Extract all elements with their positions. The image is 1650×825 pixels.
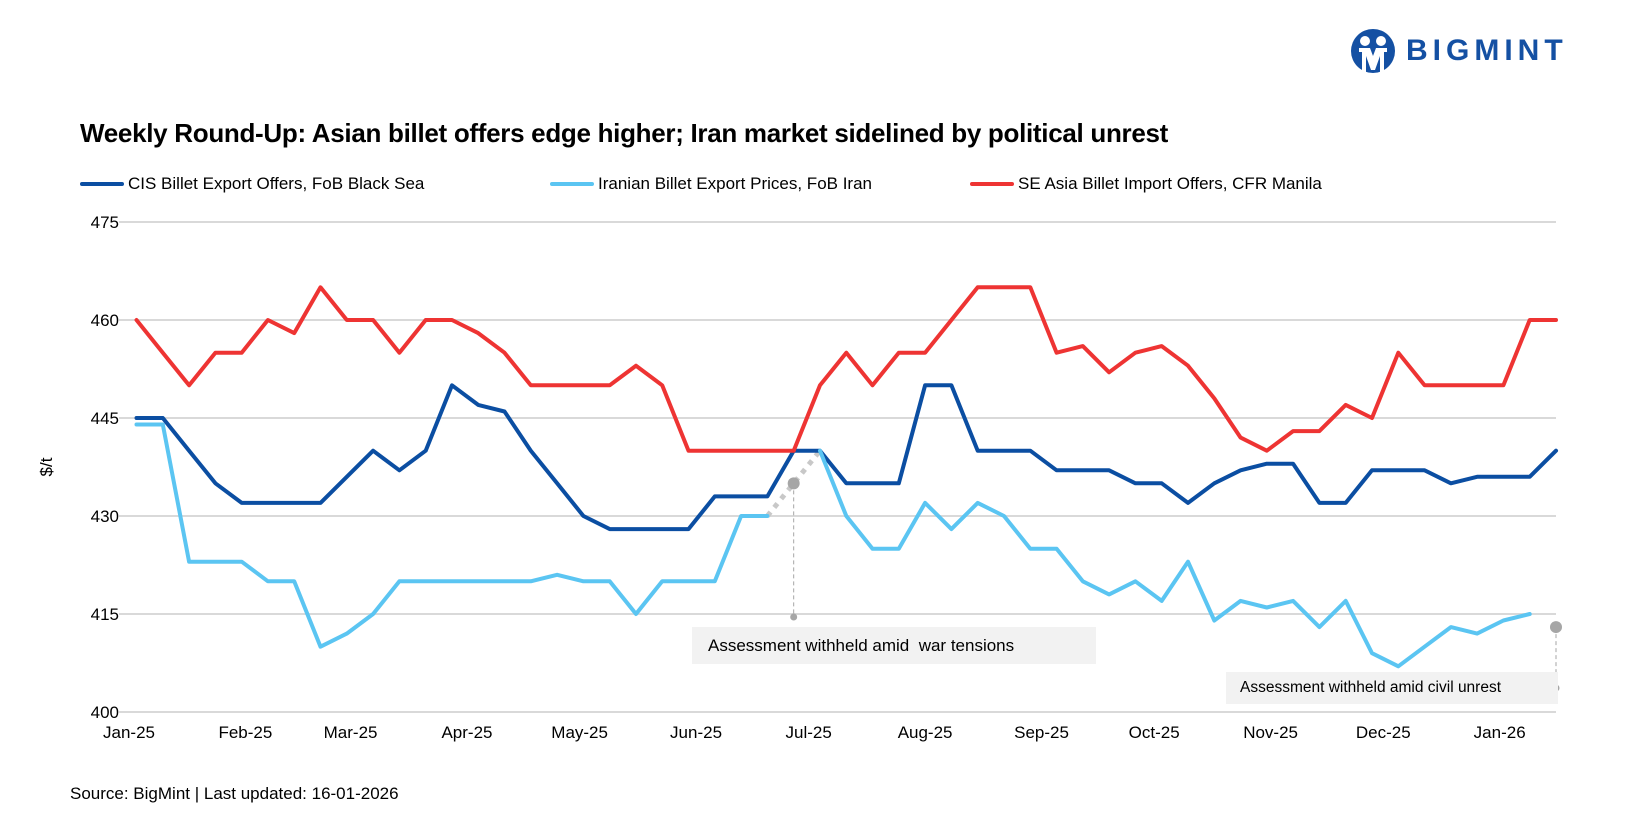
y-tick-label: 445 — [91, 409, 119, 428]
x-tick-label: Dec-25 — [1356, 723, 1411, 742]
x-tick-label: Feb-25 — [218, 723, 272, 742]
x-tick-label: Nov-25 — [1243, 723, 1298, 742]
x-tick-label: Jul-25 — [786, 723, 832, 742]
x-tick-label: Mar-25 — [324, 723, 378, 742]
x-tick-label: Jan-25 — [103, 723, 155, 742]
legend-swatch — [970, 182, 1014, 186]
bigmint-logo: BIGMINT — [1350, 28, 1568, 74]
legend-swatch — [550, 182, 594, 186]
y-tick-label: 415 — [91, 605, 119, 624]
logo-icon — [1351, 29, 1395, 73]
legend-swatch — [80, 182, 124, 186]
legend-item-seasia: SE Asia Billet Import Offers, CFR Manila — [970, 174, 1322, 194]
y-axis-label: $/t — [37, 457, 56, 476]
x-tick-label: Apr-25 — [441, 723, 492, 742]
annotation-leader-end — [790, 613, 798, 621]
annotation-text: Assessment withheld amid civil unrest — [1240, 679, 1502, 696]
legend-label: Iranian Billet Export Prices, FoB Iran — [598, 174, 873, 193]
annotation-war-tensions: Assessment withheld amid war tensions — [692, 627, 1096, 664]
legend-item-iran: Iranian Billet Export Prices, FoB Iran — [550, 174, 970, 194]
gap-dotted-line — [765, 449, 822, 518]
annotation-marker — [1550, 621, 1562, 634]
chart-title: Weekly Round-Up: Asian billet offers edg… — [80, 118, 1169, 148]
x-tick-label: May-25 — [551, 723, 608, 742]
x-tick-label: Aug-25 — [898, 723, 953, 742]
source-note: Source: BigMint | Last updated: 16-01-20… — [70, 784, 399, 803]
x-tick-label: Oct-25 — [1129, 723, 1180, 742]
legend-label: SE Asia Billet Import Offers, CFR Manila — [1018, 174, 1322, 193]
annotation-civil-unrest: Assessment withheld amid civil unrest — [1226, 672, 1558, 704]
annotation-text: Assessment withheld amid war tensions — [708, 635, 1015, 655]
legend: CIS Billet Export Offers, FoB Black Sea … — [80, 174, 1322, 194]
y-tick-label: 400 — [91, 703, 119, 722]
x-tick-label: Sep-25 — [1014, 723, 1069, 742]
logo-text: BIGMINT — [1406, 34, 1568, 67]
annotation-marker — [787, 477, 800, 490]
series-line-0 — [134, 383, 1558, 532]
series-line-2 — [134, 285, 1558, 453]
legend-item-cis: CIS Billet Export Offers, FoB Black Sea — [80, 174, 550, 194]
y-tick-label: 430 — [91, 507, 119, 526]
y-tick-label: 460 — [91, 311, 119, 330]
legend-label: CIS Billet Export Offers, FoB Black Sea — [128, 174, 425, 193]
x-tick-label: Jan-26 — [1474, 723, 1526, 742]
y-tick-label: 475 — [91, 213, 119, 232]
x-tick-label: Jun-25 — [670, 723, 722, 742]
